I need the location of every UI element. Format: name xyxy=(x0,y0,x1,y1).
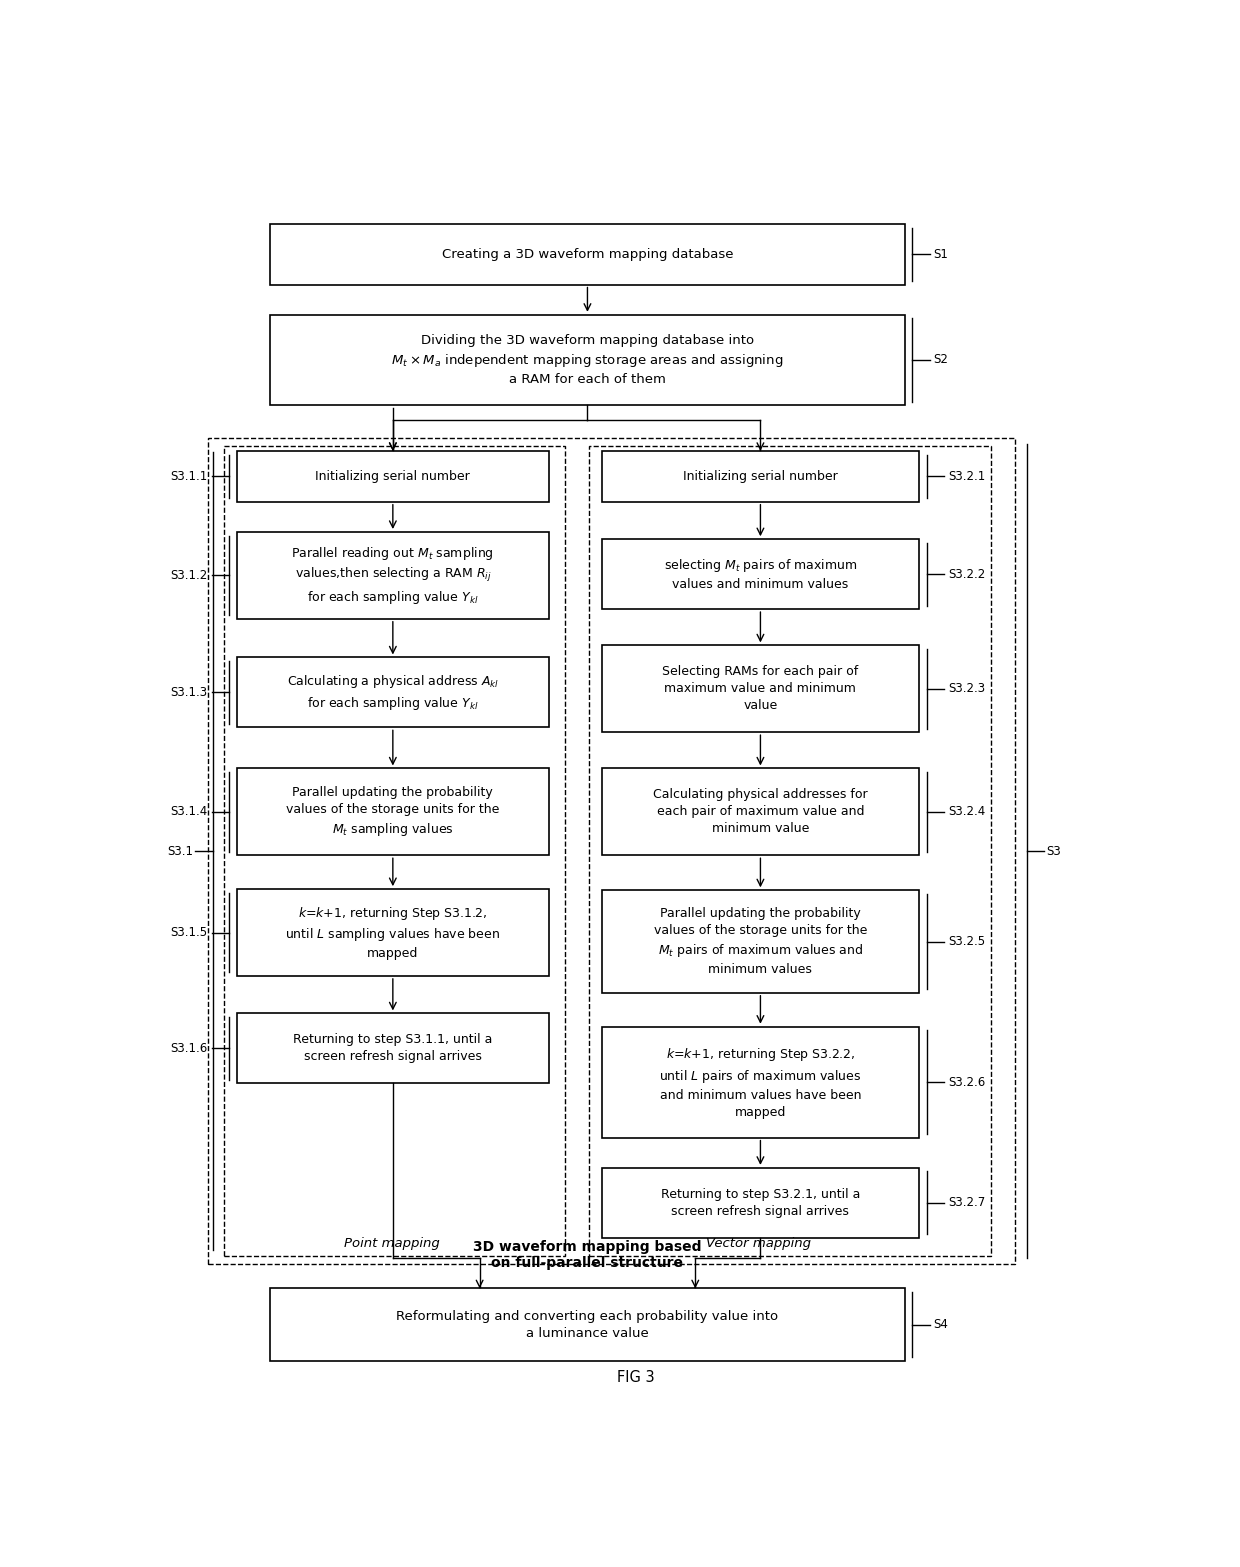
Text: S4: S4 xyxy=(934,1318,949,1330)
Text: S1: S1 xyxy=(934,248,949,260)
Text: FIG 3: FIG 3 xyxy=(616,1370,655,1385)
Text: S3.2.4: S3.2.4 xyxy=(947,805,985,818)
Bar xyxy=(208,437,1016,1265)
Text: Reformulating and converting each probability value into
a luminance value: Reformulating and converting each probab… xyxy=(397,1310,779,1340)
Text: Initializing serial number: Initializing serial number xyxy=(315,470,470,483)
Bar xyxy=(270,1288,904,1360)
Text: Calculating a physical address $A_{kl}$
for each sampling value $Y_{kl}$: Calculating a physical address $A_{kl}$ … xyxy=(286,672,498,711)
Text: S3.2.2: S3.2.2 xyxy=(947,567,985,581)
Text: Initializing serial number: Initializing serial number xyxy=(683,470,838,483)
Bar xyxy=(224,447,565,1255)
Text: Selecting RAMs for each pair of
maximum value and minimum
value: Selecting RAMs for each pair of maximum … xyxy=(662,666,858,713)
Text: $k$=$k$+1, returning Step S3.2.2,
until $L$ pairs of maximum values
and minimum : $k$=$k$+1, returning Step S3.2.2, until … xyxy=(660,1045,862,1119)
Bar xyxy=(601,768,919,856)
Bar xyxy=(601,539,919,610)
Text: S3.1: S3.1 xyxy=(167,845,193,857)
Text: S3.2.1: S3.2.1 xyxy=(947,470,985,483)
Text: Returning to step S3.1.1, until a
screen refresh signal arrives: Returning to step S3.1.1, until a screen… xyxy=(293,1033,492,1064)
Bar xyxy=(601,451,919,501)
Text: Parallel reading out $M_t$ sampling
values,then selecting a RAM $R_{ij}$
for eac: Parallel reading out $M_t$ sampling valu… xyxy=(291,545,495,606)
Bar xyxy=(237,768,549,856)
Text: 3D waveform mapping based
on full-parallel structure: 3D waveform mapping based on full-parall… xyxy=(474,1239,702,1271)
Bar xyxy=(237,1014,549,1083)
Text: Returning to step S3.2.1, until a
screen refresh signal arrives: Returning to step S3.2.1, until a screen… xyxy=(661,1188,861,1218)
Bar xyxy=(270,224,904,285)
Text: S3.1.3: S3.1.3 xyxy=(171,686,208,699)
Text: S3: S3 xyxy=(1045,845,1060,857)
Bar xyxy=(601,1026,919,1138)
Text: Point mapping: Point mapping xyxy=(345,1236,440,1250)
Text: S3.2.3: S3.2.3 xyxy=(947,682,985,696)
Bar xyxy=(601,646,919,732)
Text: S3.2.7: S3.2.7 xyxy=(947,1196,985,1210)
Text: Parallel updating the probability
values of the storage units for the
$M_t$ pair: Parallel updating the probability values… xyxy=(653,907,867,976)
Bar xyxy=(237,658,549,727)
Text: S3.1.6: S3.1.6 xyxy=(171,1042,208,1055)
Text: S3.2.5: S3.2.5 xyxy=(947,935,985,948)
Bar xyxy=(237,888,549,976)
Text: Creating a 3D waveform mapping database: Creating a 3D waveform mapping database xyxy=(441,248,733,260)
Bar xyxy=(589,447,991,1255)
Bar xyxy=(237,451,549,501)
Bar xyxy=(601,890,919,993)
Text: selecting $M_t$ pairs of maximum
values and minimum values: selecting $M_t$ pairs of maximum values … xyxy=(663,558,857,591)
Text: Vector mapping: Vector mapping xyxy=(706,1236,811,1250)
Text: S2: S2 xyxy=(934,354,949,367)
Text: $k$=$k$+1, returning Step S3.1.2,
until $L$ sampling values have been
mapped: $k$=$k$+1, returning Step S3.1.2, until … xyxy=(285,904,501,961)
Text: Calculating physical addresses for
each pair of maximum value and
minimum value: Calculating physical addresses for each … xyxy=(653,788,868,835)
Text: Dividing the 3D waveform mapping database into
$M_t\times M_a$ independent mappi: Dividing the 3D waveform mapping databas… xyxy=(392,334,784,385)
Text: S3.1.1: S3.1.1 xyxy=(171,470,208,483)
Text: S3.1.2: S3.1.2 xyxy=(171,569,208,581)
Text: S3.1.5: S3.1.5 xyxy=(171,926,208,939)
Text: Parallel updating the probability
values of the storage units for the
$M_t$ samp: Parallel updating the probability values… xyxy=(286,787,500,838)
Bar xyxy=(270,315,904,406)
Text: S3.1.4: S3.1.4 xyxy=(171,805,208,818)
Text: S3.2.6: S3.2.6 xyxy=(947,1075,985,1089)
Bar xyxy=(601,1167,919,1238)
Bar xyxy=(237,531,549,619)
